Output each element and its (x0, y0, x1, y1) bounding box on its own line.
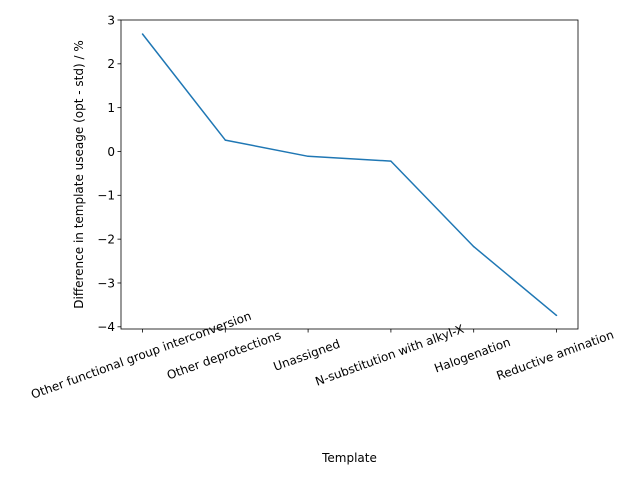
data-point (390, 160, 392, 162)
data-point (224, 139, 227, 141)
y-tick-label: −4 (97, 320, 115, 334)
series-line (141, 33, 557, 316)
y-tick-label: 1 (107, 101, 115, 115)
x-tick-label: N-substitution with alkyl-X (313, 322, 465, 389)
y-tick-label: −1 (97, 189, 115, 203)
y-tick-label: 3 (107, 13, 115, 27)
data-point (141, 33, 144, 35)
plot-area (121, 20, 578, 329)
data-point (307, 155, 309, 158)
x-tick-label: Reductive amination (495, 328, 616, 383)
y-tick-label: −3 (97, 276, 115, 290)
y-axis-label: Difference in template useage (opt - std… (72, 40, 86, 308)
series-points (141, 33, 558, 317)
data-point (472, 245, 475, 248)
x-axis-label: Template (321, 451, 377, 465)
y-tick-label: 2 (107, 57, 115, 71)
plot-frame (120, 19, 579, 330)
y-tick-label: −2 (97, 232, 115, 246)
y-axis-ticks: −4 −3 −2 −1 0 1 2 3 (97, 13, 121, 334)
data-point (555, 314, 558, 317)
y-tick-label: 0 (107, 145, 115, 159)
